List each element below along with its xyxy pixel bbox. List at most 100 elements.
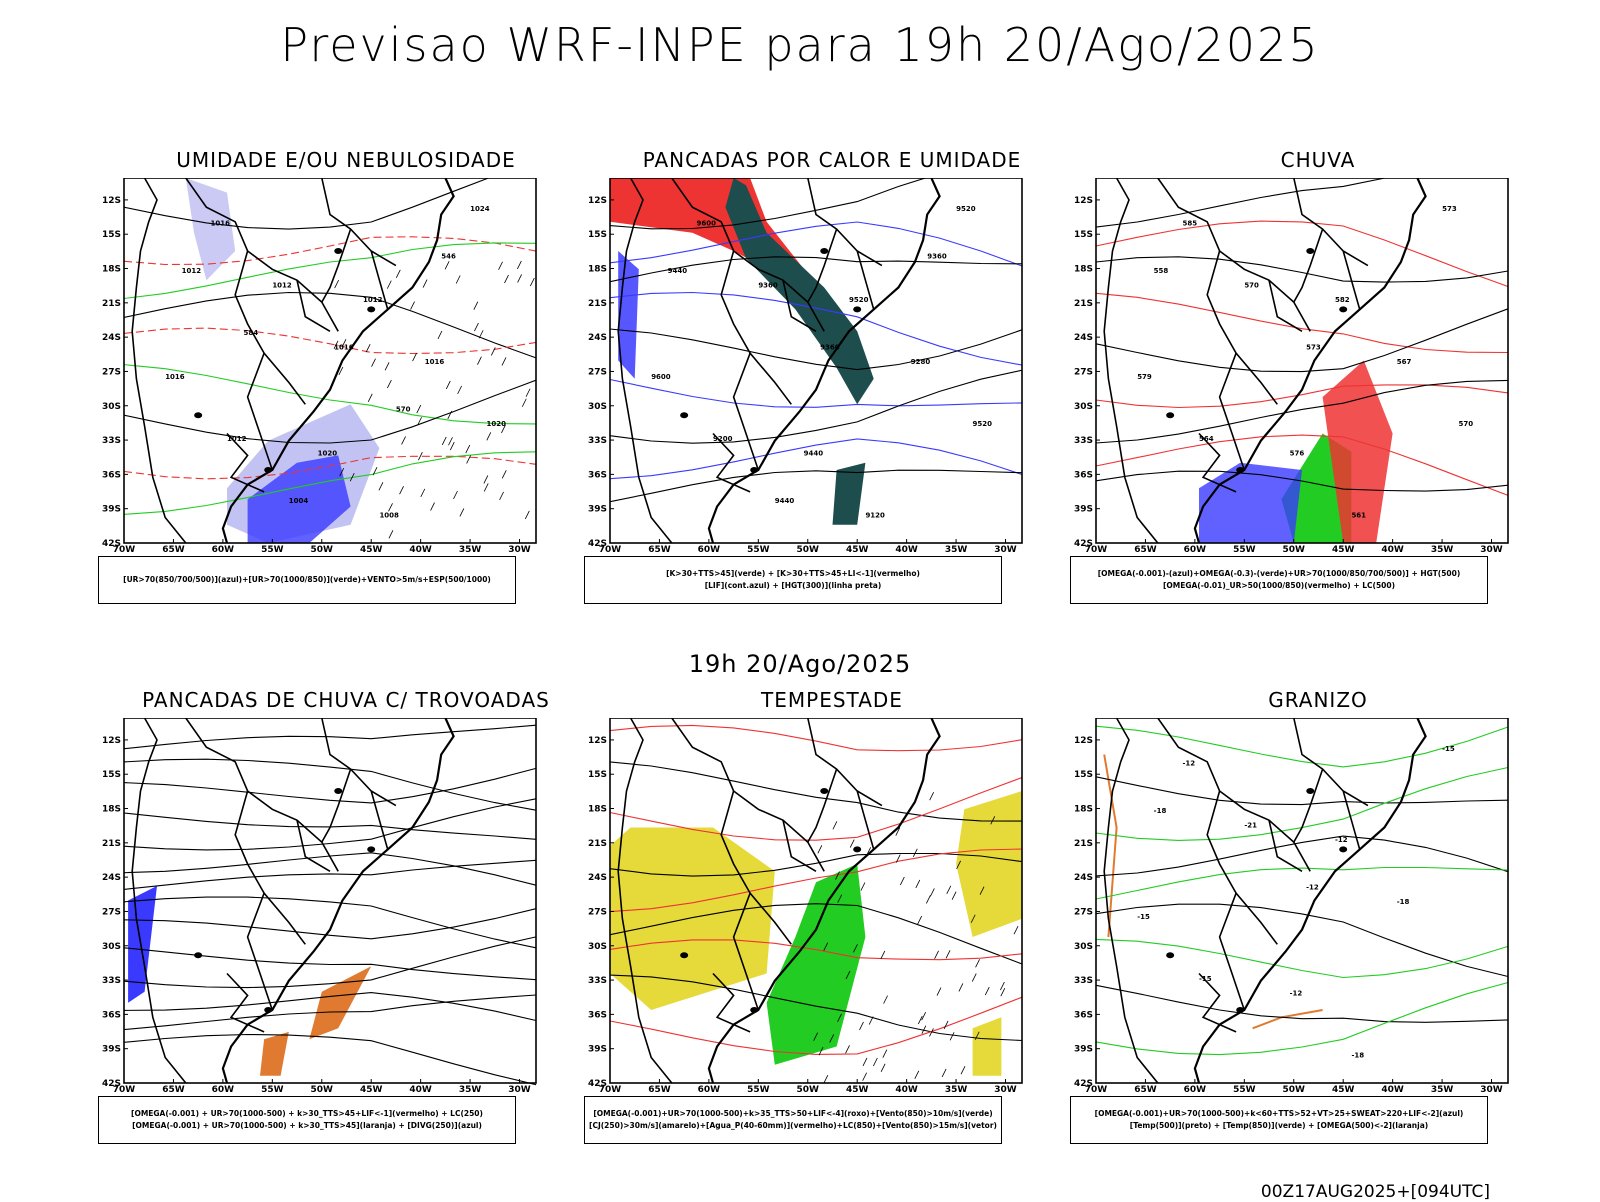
- contour-label: 1020: [487, 420, 507, 428]
- storm-orange: [309, 966, 372, 1040]
- wind-arrow: [868, 1016, 874, 1025]
- country-border: [782, 280, 817, 332]
- lon-label: 30W: [994, 1085, 1017, 1093]
- contour-label: 9520: [956, 205, 976, 213]
- contour-label: 1024: [470, 205, 490, 213]
- lat-label: 24S: [588, 333, 607, 343]
- country-border: [712, 432, 751, 493]
- lat-label: 33S: [588, 976, 607, 986]
- contour-label: 1016: [211, 219, 231, 227]
- rain-red: [1322, 360, 1393, 543]
- lon-label: 70W: [1085, 545, 1108, 553]
- country-border: [1198, 972, 1237, 1033]
- coastline-west: [131, 178, 187, 544]
- wind-arrow: [334, 279, 340, 289]
- wind-arrow: [880, 1063, 886, 1073]
- country-border: [671, 718, 825, 872]
- lat-label: 39S: [102, 505, 121, 515]
- country-border: [296, 280, 331, 332]
- contour-label: 9360: [758, 282, 778, 290]
- lon-label: 70W: [599, 545, 622, 553]
- contour-line: [609, 852, 1023, 877]
- wind-arrow: [929, 791, 935, 801]
- lat-label: 30S: [1074, 942, 1093, 952]
- contour-label: 9440: [804, 449, 824, 457]
- wind-arrow: [395, 269, 401, 278]
- contour-label: 1016: [425, 358, 445, 366]
- contour-line: [609, 438, 1023, 480]
- lat-label: 36S: [588, 1010, 607, 1020]
- lake: [334, 788, 343, 794]
- contour-line: [609, 256, 1023, 283]
- borders: [131, 178, 455, 544]
- contour-label: 1012: [227, 435, 247, 443]
- wind-arrow: [449, 441, 455, 451]
- jet-yellow-east: [956, 791, 1022, 937]
- contour-label: 1008: [379, 511, 399, 519]
- lat-label: 21S: [588, 839, 607, 849]
- lon-label: 60W: [698, 1085, 721, 1093]
- wind-arrow: [349, 473, 355, 482]
- contour-line: [1095, 938, 1509, 979]
- contour-label: 584: [243, 329, 258, 337]
- contour-label: -12: [1290, 989, 1303, 997]
- country-border: [234, 790, 306, 945]
- contour-line: [1095, 220, 1509, 288]
- contour-label: 9440: [775, 497, 795, 505]
- country-border: [732, 892, 760, 1011]
- legend-line: [OMEGA(-0.001) + UR>70(1000-500) + k>30_…: [131, 1109, 483, 1118]
- contour-line: [123, 992, 537, 1022]
- map-frame: [609, 718, 1023, 1084]
- borders: [131, 718, 455, 1084]
- lat-label: 27S: [1074, 367, 1093, 377]
- lat-label: 21S: [588, 299, 607, 309]
- lon-label: 60W: [1184, 545, 1207, 553]
- wind-arrow: [895, 854, 901, 863]
- wind-arrow: [524, 510, 530, 520]
- lat-label: 18S: [1074, 805, 1093, 815]
- legend-line: [UR>70(850/700/500)](azul)+[UR>70(1000/8…: [123, 575, 491, 584]
- contour-label: -12: [1335, 836, 1348, 844]
- lon-label: 65W: [162, 1085, 185, 1093]
- lon-label: 65W: [1134, 545, 1157, 553]
- lat-label: 24S: [1074, 873, 1093, 883]
- wind-arrow: [501, 470, 507, 479]
- contour-line: [123, 947, 537, 981]
- map-frame: [1095, 178, 1509, 544]
- lon-label: 35W: [1431, 1085, 1454, 1093]
- wind-arrow: [936, 987, 942, 996]
- contour-label: -18: [1397, 898, 1410, 906]
- contour-label: -18: [1154, 807, 1167, 815]
- lon-label: 30W: [994, 545, 1017, 553]
- lake: [820, 788, 829, 794]
- country-border: [1198, 432, 1237, 493]
- contour-line: [1095, 384, 1509, 409]
- country-border: [1293, 768, 1324, 843]
- contour-label: 573: [1306, 344, 1321, 352]
- wind-arrow: [929, 1028, 934, 1037]
- lon-label: 55W: [1233, 545, 1256, 553]
- lat-label: 42S: [588, 539, 607, 549]
- wind-arrow: [849, 839, 855, 848]
- lat-label: 30S: [102, 942, 121, 952]
- jet-yellow-se: [972, 1017, 1002, 1076]
- lon-label: 65W: [648, 545, 671, 553]
- wind-arrow: [441, 436, 447, 446]
- panel-umidade: UMIDADE E/OU NEBULOSIDADE 1016 1012 1016 10…: [96, 148, 596, 638]
- wind-arrow: [949, 1032, 955, 1041]
- coastline-east: [1193, 178, 1427, 544]
- lake: [1236, 1007, 1245, 1013]
- lon-label: 45W: [360, 545, 383, 553]
- wind-arrow: [338, 366, 344, 376]
- wind-arrow: [984, 986, 990, 996]
- country-border: [226, 432, 265, 493]
- country-border: [782, 820, 817, 872]
- lat-label: 21S: [1074, 839, 1093, 849]
- panel-title: UMIDADE E/OU NEBULOSIDADE: [176, 148, 516, 172]
- lake: [1339, 306, 1348, 313]
- wind-arrow: [956, 860, 962, 870]
- lat-label: 15S: [588, 770, 607, 780]
- panel-legend: [OMEGA(-0.001)+UR>70(1000-500)+k<60+TTS>…: [1070, 1096, 1488, 1144]
- wind-arrow: [990, 816, 996, 825]
- contour-line: [123, 767, 537, 804]
